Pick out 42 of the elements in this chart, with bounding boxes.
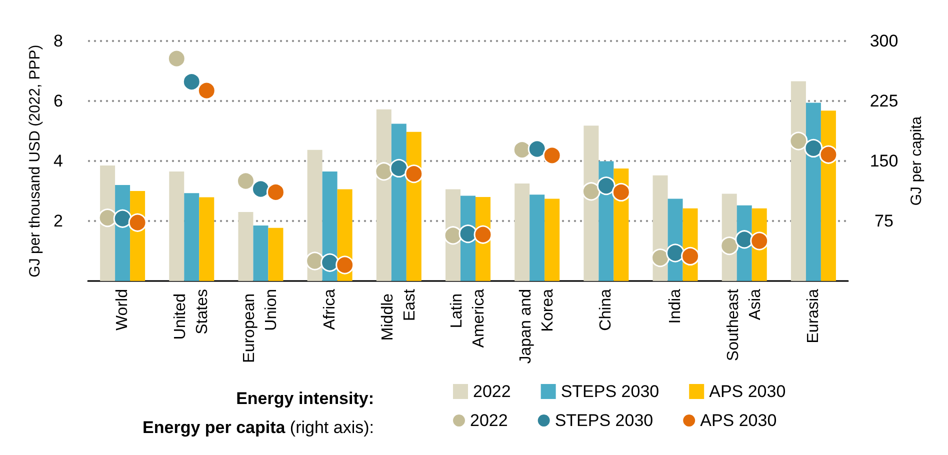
bar	[820, 110, 836, 281]
x-tick-label: Middle East	[379, 288, 418, 341]
y-axis-title: GJ per thousand USD (2022, PPP)	[26, 44, 44, 278]
x-tick-label: Eurasia	[804, 288, 822, 344]
x-tick-label: Japan and Korea	[518, 288, 557, 364]
y2-axis-title: GJ per capita	[908, 116, 926, 206]
legend-label: 2022	[473, 382, 511, 401]
x-tick-label: Latin America	[448, 288, 488, 348]
bar	[238, 212, 254, 281]
bar	[514, 184, 530, 281]
bar	[806, 102, 821, 281]
legend-label: APS 2030	[700, 411, 777, 430]
y-tick-label: 8	[54, 32, 63, 50]
x-tick-label: World	[114, 289, 132, 330]
x-tick-label: China	[598, 288, 615, 331]
text: Energy intensity:	[236, 389, 374, 408]
bar	[253, 226, 268, 281]
bar	[544, 198, 560, 281]
text: Energy per capita (right axis):	[142, 418, 374, 437]
y2-tick-label: 300	[870, 32, 898, 50]
y2-tick-label: 225	[870, 92, 898, 110]
legend-label: STEPS 2030	[560, 382, 660, 401]
bar	[169, 172, 184, 281]
bar	[184, 193, 200, 281]
y-tick-label: 2	[54, 212, 63, 230]
y2-tick-label: 150	[870, 152, 898, 170]
bar	[376, 109, 392, 281]
y-tick-label: 6	[54, 92, 63, 110]
y-tick-label: 4	[54, 152, 63, 170]
bar	[530, 194, 545, 281]
x-tick-label: India	[666, 288, 684, 324]
legend-label: 2022	[470, 411, 508, 430]
x-tick-label: European Union	[241, 289, 280, 363]
y2-tick-label: 75	[874, 212, 894, 230]
bar	[199, 197, 214, 281]
legend-label: APS 2030	[709, 382, 786, 401]
x-tick-label: Africa	[321, 288, 338, 330]
bar	[268, 228, 284, 281]
legend-label: STEPS 2030	[554, 411, 654, 430]
x-tick-label: Southeast Asia	[724, 288, 764, 362]
bar	[790, 81, 806, 281]
x-tick-label: United States	[172, 289, 212, 340]
